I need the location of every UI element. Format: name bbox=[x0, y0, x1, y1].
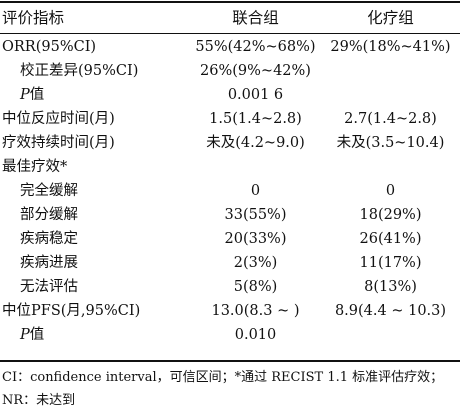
row-chemo-value bbox=[323, 155, 458, 179]
row-combo-value: 33(55%) bbox=[224, 207, 287, 223]
table-row: 校正差异(95%CI) 26%(9%~42%) bbox=[0, 59, 460, 83]
row-label: 疾病进展 bbox=[20, 255, 78, 271]
row-combo-value: 2(3%) bbox=[233, 255, 278, 271]
row-combo-value: 26%(9%~42%) bbox=[200, 63, 311, 79]
table-top-rule bbox=[0, 1, 460, 3]
table-bottom-rule bbox=[0, 360, 460, 362]
row-label: 最佳疗效* bbox=[2, 159, 68, 175]
row-combo-value: 0 bbox=[250, 183, 261, 199]
p-value-label: 值 bbox=[29, 327, 45, 343]
table-footnote: CI：confidence interval，可信区间；*通过 RECIST 1… bbox=[2, 370, 444, 408]
table-row: 部分缓解 33(55%) 18(29%) bbox=[0, 203, 460, 227]
p-symbol: P bbox=[20, 327, 30, 343]
row-label: 完全缓解 bbox=[20, 183, 78, 199]
row-chemo-value: 8(13%) bbox=[364, 279, 417, 295]
row-label: 中位PFS(月,95%CI) bbox=[2, 303, 141, 319]
table-row: 中位反应时间(月) 1.5(1.4~2.8) 2.7(1.4~2.8) bbox=[0, 107, 460, 131]
row-label: 部分缓解 bbox=[20, 207, 78, 223]
table-row: ORR(95%CI) 55%(42%~68%) 29%(18%~41%) bbox=[0, 35, 460, 59]
row-combo-value: 未及(4.2~9.0) bbox=[206, 135, 305, 151]
row-chemo-value: 8.9(4.4 ~ 10.3) bbox=[334, 303, 447, 319]
table-row: 疾病稳定 20(33%) 26(41%) bbox=[0, 227, 460, 251]
row-label: 校正差异(95%CI) bbox=[20, 63, 139, 79]
table-row: 无法评估 5(8%) 8(13%) bbox=[0, 275, 460, 299]
row-combo-value: 5(8%) bbox=[233, 279, 278, 295]
row-chemo-value: 2.7(1.4~2.8) bbox=[344, 111, 437, 127]
table-row: P值 0.001 6 bbox=[0, 83, 460, 107]
table-header-rule bbox=[0, 33, 460, 34]
row-label: 中位反应时间(月) bbox=[2, 111, 115, 127]
table-row: 最佳疗效* bbox=[0, 155, 460, 179]
row-combo-value: 0.010 bbox=[234, 327, 277, 343]
row-combo-value: 1.5(1.4~2.8) bbox=[209, 111, 302, 127]
row-chemo-value bbox=[323, 83, 458, 107]
row-chemo-value bbox=[323, 323, 458, 347]
row-label: ORR(95%CI) bbox=[2, 39, 97, 55]
row-label: P值 bbox=[20, 323, 44, 347]
header-combo-group: 联合组 bbox=[232, 9, 279, 27]
row-combo-value: 0.001 6 bbox=[227, 87, 284, 103]
row-combo-value bbox=[188, 155, 323, 179]
p-value-label: 值 bbox=[29, 87, 45, 103]
row-label: 无法评估 bbox=[20, 279, 78, 295]
table-header-row: 评价指标 联合组 化疗组 bbox=[0, 6, 460, 30]
row-label: 疗效持续时间(月) bbox=[2, 135, 115, 151]
row-label: P值 bbox=[20, 83, 44, 107]
table-row: 疾病进展 2(3%) 11(17%) bbox=[0, 251, 460, 275]
row-combo-value: 55%(42%~68%) bbox=[195, 39, 316, 55]
table-row: 完全缓解 0 0 bbox=[0, 179, 460, 203]
table-row: 疗效持续时间(月) 未及(4.2~9.0) 未及(3.5~10.4) bbox=[0, 131, 460, 155]
row-combo-value: 20(33%) bbox=[224, 231, 287, 247]
row-chemo-value: 26(41%) bbox=[359, 231, 422, 247]
row-chemo-value: 18(29%) bbox=[359, 207, 422, 223]
p-symbol: P bbox=[20, 87, 30, 103]
row-label: 疾病稳定 bbox=[20, 231, 78, 247]
row-chemo-value: 0 bbox=[385, 183, 396, 199]
row-combo-value: 13.0(8.3 ~ ) bbox=[211, 303, 300, 319]
row-chemo-value bbox=[323, 59, 458, 83]
table-row: 中位PFS(月,95%CI) 13.0(8.3 ~ ) 8.9(4.4 ~ 10… bbox=[0, 299, 460, 323]
header-chemo-group: 化疗组 bbox=[367, 9, 414, 27]
row-chemo-value: 未及(3.5~10.4) bbox=[336, 135, 445, 151]
row-chemo-value: 29%(18%~41%) bbox=[330, 39, 451, 55]
header-metric: 评价指标 bbox=[2, 9, 65, 27]
table-row: P值 0.010 bbox=[0, 323, 460, 347]
row-chemo-value: 11(17%) bbox=[359, 255, 422, 271]
